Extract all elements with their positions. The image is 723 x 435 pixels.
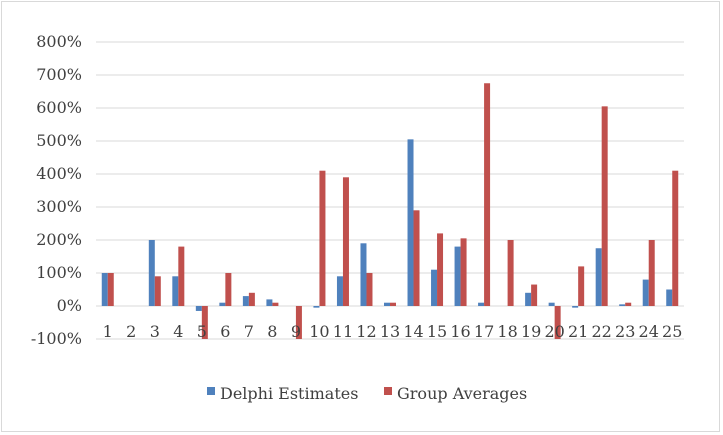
x-axis-ticks: 1 2 3 4 5 6 7 8 9 10 11 12 13 14 15 16 17 18 19 20 21 22 23 24 2… [103,322,683,341]
bar-delphi-estimates [148,240,155,306]
bar-delphi-estimates [195,306,202,311]
x-tick-label: 1 [103,322,113,341]
bar-group-averages [437,233,444,306]
bar-delphi-estimates [172,276,179,306]
bar-group-averages [225,273,232,306]
bar-delphi-estimates [478,302,485,306]
bar-group-averages [342,177,349,306]
bar-delphi-estimates [313,306,320,308]
bar-delphi-estimates [360,243,367,306]
y-axis-ticks: -100% 0% 100% 200% 300% 400% 500% 600% 700% 800% [31,32,82,348]
y-tick-label: 200% [36,230,82,249]
bar-group-averages [272,302,279,306]
bar-delphi-estimates [336,276,343,306]
bars [101,83,679,339]
legend-label: Group Averages [397,384,527,403]
bar-delphi-estimates [548,302,555,306]
x-tick-label: 20 [544,322,564,341]
y-tick-label: 300% [36,197,82,216]
legend-label: Delphi Estimates [220,384,358,403]
bar-group-averages [484,83,491,306]
bar-delphi-estimates [595,248,602,306]
gridlines [96,41,684,340]
x-tick-label: 6 [220,322,230,341]
x-tick-label: 9 [291,322,301,341]
bar-delphi-estimates [431,269,438,306]
legend-swatch [384,387,392,395]
y-tick-label: 500% [36,131,82,150]
bar-delphi-estimates [384,302,390,306]
x-tick-label: 16 [450,322,470,341]
x-tick-label: 23 [615,322,635,341]
bar-delphi-estimates [642,279,649,306]
bar-group-averages [154,276,161,306]
bar-delphi-estimates [525,292,532,306]
bar-delphi-estimates [407,139,414,306]
x-tick-label: 13 [380,322,400,341]
bar-group-averages [578,266,585,306]
bar-group-averages [507,240,514,306]
x-tick-label: 21 [568,322,588,341]
bar-group-averages [366,273,373,306]
x-tick-label: 5 [197,322,207,341]
y-tick-label: 700% [36,65,82,84]
bar-delphi-estimates [454,246,461,306]
bar-delphi-estimates [242,296,249,306]
bar-group-averages [460,238,467,306]
bar-group-averages [413,210,420,306]
x-tick-label: 24 [639,322,659,341]
x-tick-label: 19 [521,322,541,341]
bar-delphi-estimates [266,299,273,306]
bar-delphi-estimates [666,289,673,306]
bar-delphi-estimates [572,306,579,308]
x-tick-label: 7 [244,322,254,341]
y-tick-label: 600% [36,98,82,117]
bar-group-averages [390,302,396,306]
bar-group-averages [319,170,326,306]
bar-group-averages [295,306,302,339]
bar-group-averages [107,273,114,306]
x-tick-label: 18 [497,322,517,341]
x-tick-label: 11 [333,322,353,341]
y-tick-label: 0% [57,296,82,315]
x-tick-label: 15 [427,322,447,341]
x-tick-label: 2 [126,322,136,341]
x-tick-label: 25 [662,322,682,341]
bar-group-averages [531,284,538,306]
bar-group-averages [625,302,632,306]
legend-swatch [207,387,215,395]
y-tick-label: -100% [31,329,82,348]
bar-group-averages [648,240,655,306]
y-tick-label: 400% [36,164,82,183]
x-tick-label: 12 [356,322,376,341]
bar-delphi-estimates [219,302,226,306]
x-tick-label: 17 [474,322,494,341]
bar-group-averages [672,170,679,306]
bar-group-averages [178,246,185,306]
x-tick-label: 22 [592,322,612,341]
bar-delphi-estimates [101,273,108,306]
y-tick-label: 100% [36,263,82,282]
bar-group-averages [601,106,608,306]
x-tick-label: 10 [309,322,329,341]
bar-group-averages [201,306,208,339]
legend: Delphi Estimates Group Averages [207,384,527,403]
bar-group-averages [248,292,255,306]
x-tick-label: 8 [267,322,277,341]
x-tick-label: 4 [173,322,183,341]
bar-delphi-estimates [619,304,626,306]
y-tick-label: 800% [36,32,82,51]
bar-group-averages [554,306,561,339]
x-tick-label: 14 [403,322,423,341]
x-tick-label: 3 [150,322,160,341]
